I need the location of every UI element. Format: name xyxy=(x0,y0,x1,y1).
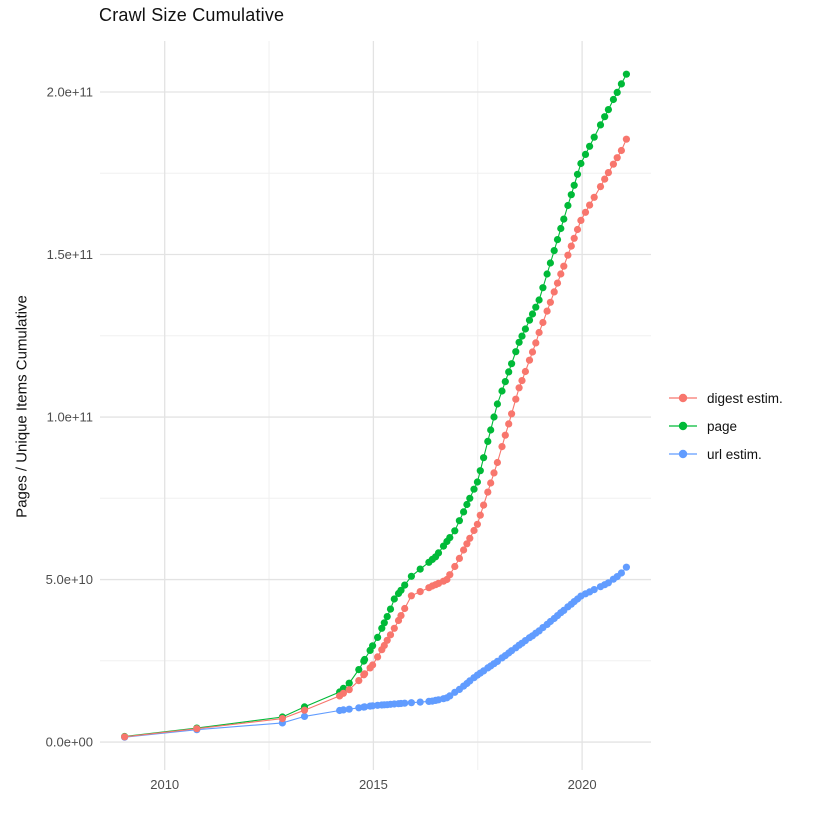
series-line-url-estim xyxy=(124,566,627,738)
grid-major xyxy=(100,41,651,770)
y-tick-label: 1.5e+11 xyxy=(47,247,93,262)
legend-item-page: page xyxy=(668,412,783,440)
legend-key-page xyxy=(669,421,697,431)
legend-label-page: page xyxy=(707,418,738,434)
legend-label-digest-estim: digest estim. xyxy=(707,390,783,406)
x-tick-label: 2010 xyxy=(150,777,179,792)
series-digest-estim xyxy=(121,135,631,741)
y-axis-title: Pages / Unique Items Cumulative xyxy=(13,295,31,518)
legend-item-digest-estim: digest estim. xyxy=(668,384,783,412)
y-tick-label: 5.0e+10 xyxy=(46,572,93,587)
legend-key-url-estim xyxy=(669,449,697,459)
legend-item-url-estim: url estim. xyxy=(668,440,783,468)
y-tick-label: 2.0e+11 xyxy=(47,85,93,100)
legend-label-url-estim: url estim. xyxy=(707,446,762,462)
axis-tick-labels: 0.0e+00 5.0e+10 1.0e+11 1.5e+11 2.0e+11 2010 2… xyxy=(46,85,597,792)
y-tick-label: 1.0e+11 xyxy=(47,410,93,425)
legend-key-digest-estim xyxy=(669,393,697,403)
x-tick-label: 2020 xyxy=(568,777,597,792)
legend: digest estim. page url estim. xyxy=(668,384,783,468)
series-page xyxy=(121,70,631,741)
y-tick-label: 0.0e+00 xyxy=(46,735,93,750)
chart-title: Crawl Size Cumulative xyxy=(99,5,285,25)
series-url-estim xyxy=(121,563,631,741)
x-tick-label: 2015 xyxy=(359,777,388,792)
